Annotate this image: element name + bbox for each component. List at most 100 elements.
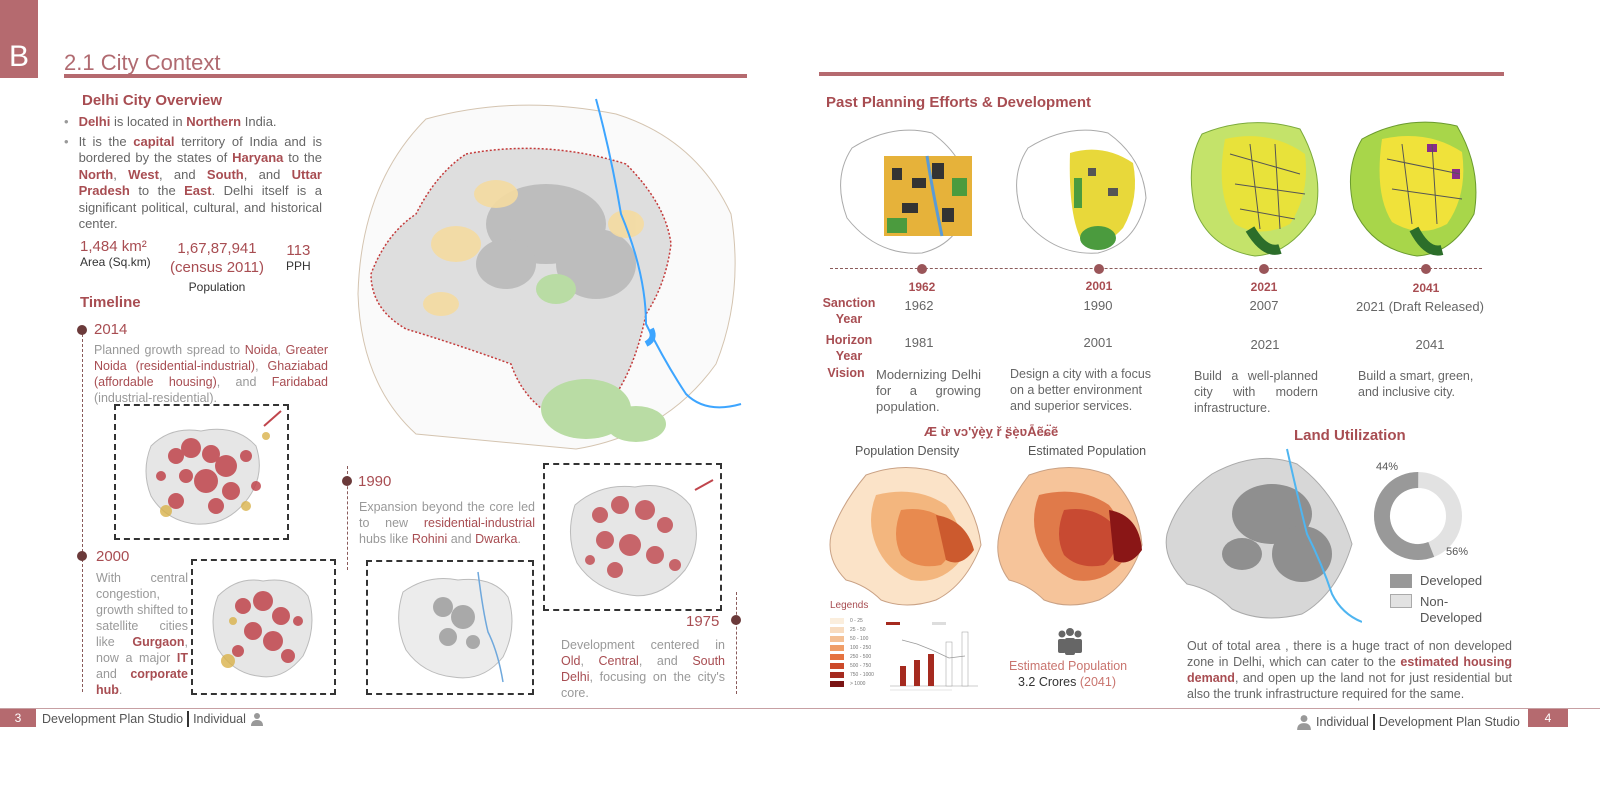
vision-2001: Design a city with a focus on a better e… [1010,367,1152,413]
footer-rule [0,708,1600,709]
timeline-year-1990: 1990 [358,473,392,490]
plan-map-2001 [1008,118,1148,258]
legend-swatch-6 [830,671,844,678]
stat-area-label: Area (Sq.km) [80,255,151,269]
footer-left-studio: Development Plan Studio [42,712,184,726]
legend-swatch-4 [830,653,844,660]
stat-pph: 113 PPH [286,242,311,273]
density-legend: 0 - 25 25 - 50 50 - 100 100 - 250 250 - … [830,617,874,687]
donut-developed [1374,472,1462,560]
plan-map-2021 [1180,114,1325,260]
header-rule-right [819,72,1504,76]
legend-item-6: 750 - 1000 [830,671,874,678]
legend-item-3: 100 - 250 [830,644,874,651]
page-number-right: 4 [1528,709,1568,727]
legend-swatch-7 [830,680,844,687]
map-1975-image [398,571,513,683]
estimated-map [994,460,1144,610]
density-map-image [829,467,982,606]
land-use-map-image [1165,448,1363,623]
land-legend-non: Non- Developed [1390,594,1482,626]
plan-label-2021: 2021 [1250,280,1278,294]
legend-item-5: 500 - 750 [830,662,874,669]
legend-swatch-3 [830,644,844,651]
sanction-2041: 2021 (Draft Released) [1356,299,1484,314]
plan-dot-2001 [1094,264,1104,274]
plan-map-1962 [832,118,974,258]
legend-swatch-0 [830,617,844,624]
planning-title: Past Planning Efforts & Development [826,94,1092,111]
demography-title: Æ ừ vɔ'ẏẹ̀ỵ ř ʂ̈ẹ̀ʋẴẽɕ̈ẽ [924,424,1059,439]
timeline-dot-2000 [77,551,87,561]
plan-map-2041-image [1349,121,1477,257]
row-label-vision: Vision [827,366,865,380]
map-2014-image [145,410,282,525]
row-label-horizon: Horizon Year [825,333,873,363]
timeline-title: Timeline [80,294,141,311]
land-legend-label-non: Non- Developed [1420,594,1483,625]
horizon-2041: 2041 [1415,337,1445,352]
horizon-2021: 2021 [1250,337,1280,352]
delhi-region-map [346,94,746,454]
footer-right-studio: Development Plan Studio [1378,715,1520,729]
legend-item-0: 0 - 25 [830,617,874,624]
timeline-text-2014: Planned growth spread to Noida, Greater … [94,343,329,405]
land-use-donut [1374,472,1462,560]
estimated-population-label: Estimated Population [1009,659,1128,673]
legend-item-1: 25 - 50 [830,626,874,633]
vision-2021: Build a well-planned city with modern in… [1194,369,1318,415]
legends-title: Legends [830,600,869,611]
plan-map-2021-image [1190,122,1319,257]
footer-right: Individual Development Plan Studio [1296,714,1520,730]
density-map [826,460,986,610]
sanction-1962: 1962 [904,298,934,313]
legend-item-7: > 1000 [830,680,874,687]
stat-area: 1,484 km² Area (Sq.km) [80,238,151,269]
stat-population-value: 1,67,87,941 [177,240,257,257]
land-legend-label-developed: Developed [1420,573,1483,588]
overview-bullets: • Delhi is located in Northern India. • … [64,114,322,233]
horizon-1962: 1981 [904,335,934,350]
legend-swatch-1 [830,626,844,633]
timeline-year-1975: 1975 [686,613,720,630]
density-title: Population Density [855,444,960,458]
page-number-left: 3 [0,709,36,727]
page-title: 2.1 City Context [64,50,221,75]
footer-left-individual: Individual [193,712,246,726]
land-legend-developed: Developed [1390,573,1482,588]
map-2014 [114,404,289,540]
plan-dot-2021 [1259,264,1269,274]
timeline-line-middle [347,466,348,570]
legend-swatch-5 [830,662,844,669]
legend-swatch-2 [830,635,844,642]
stat-pph-label: PPH [286,259,311,273]
estimated-title: Estimated Population [1028,444,1147,458]
vision-1962: Modernizing Delhi for a growing populati… [876,367,981,414]
planning-axis [830,268,1482,269]
delhi-region-map-image [357,98,742,450]
timeline-year-2000: 2000 [96,548,130,565]
user-icon [250,712,264,726]
plan-label-2041: 2041 [1412,281,1440,295]
land-legend-swatch-non [1390,594,1412,608]
stat-pph-value: 113 [286,242,311,259]
header-rule-left [64,74,747,78]
plan-map-1962-image [840,129,972,254]
land-paragraph: Out of total area , there is a huge trac… [1187,639,1512,701]
people-icon [1054,628,1086,656]
user-icon-right [1296,714,1312,730]
vision-2041: Build a smart, green, and inclusive city… [1358,369,1474,399]
footer-left: Development Plan Studio Individual [42,711,264,727]
horizon-2001: 2001 [1083,335,1113,350]
stat-area-value: 1,484 km² [80,238,147,255]
stat-population-census: (census 2011) [170,259,264,276]
timeline-dot-1975 [731,615,741,625]
overview-bullet-1: • Delhi is located in Northern India. [64,114,277,129]
row-label-sanction: Sanction Year [822,296,876,326]
timeline-text-1990: Expansion beyond the core led to new res… [359,500,535,546]
section-badge: B [0,0,38,78]
stat-population: 1,67,87,941 (census 2011) Population [168,240,266,294]
plan-dot-2041 [1421,264,1431,274]
land-title: Land Utilization [1294,427,1406,444]
map-1990 [543,463,722,611]
